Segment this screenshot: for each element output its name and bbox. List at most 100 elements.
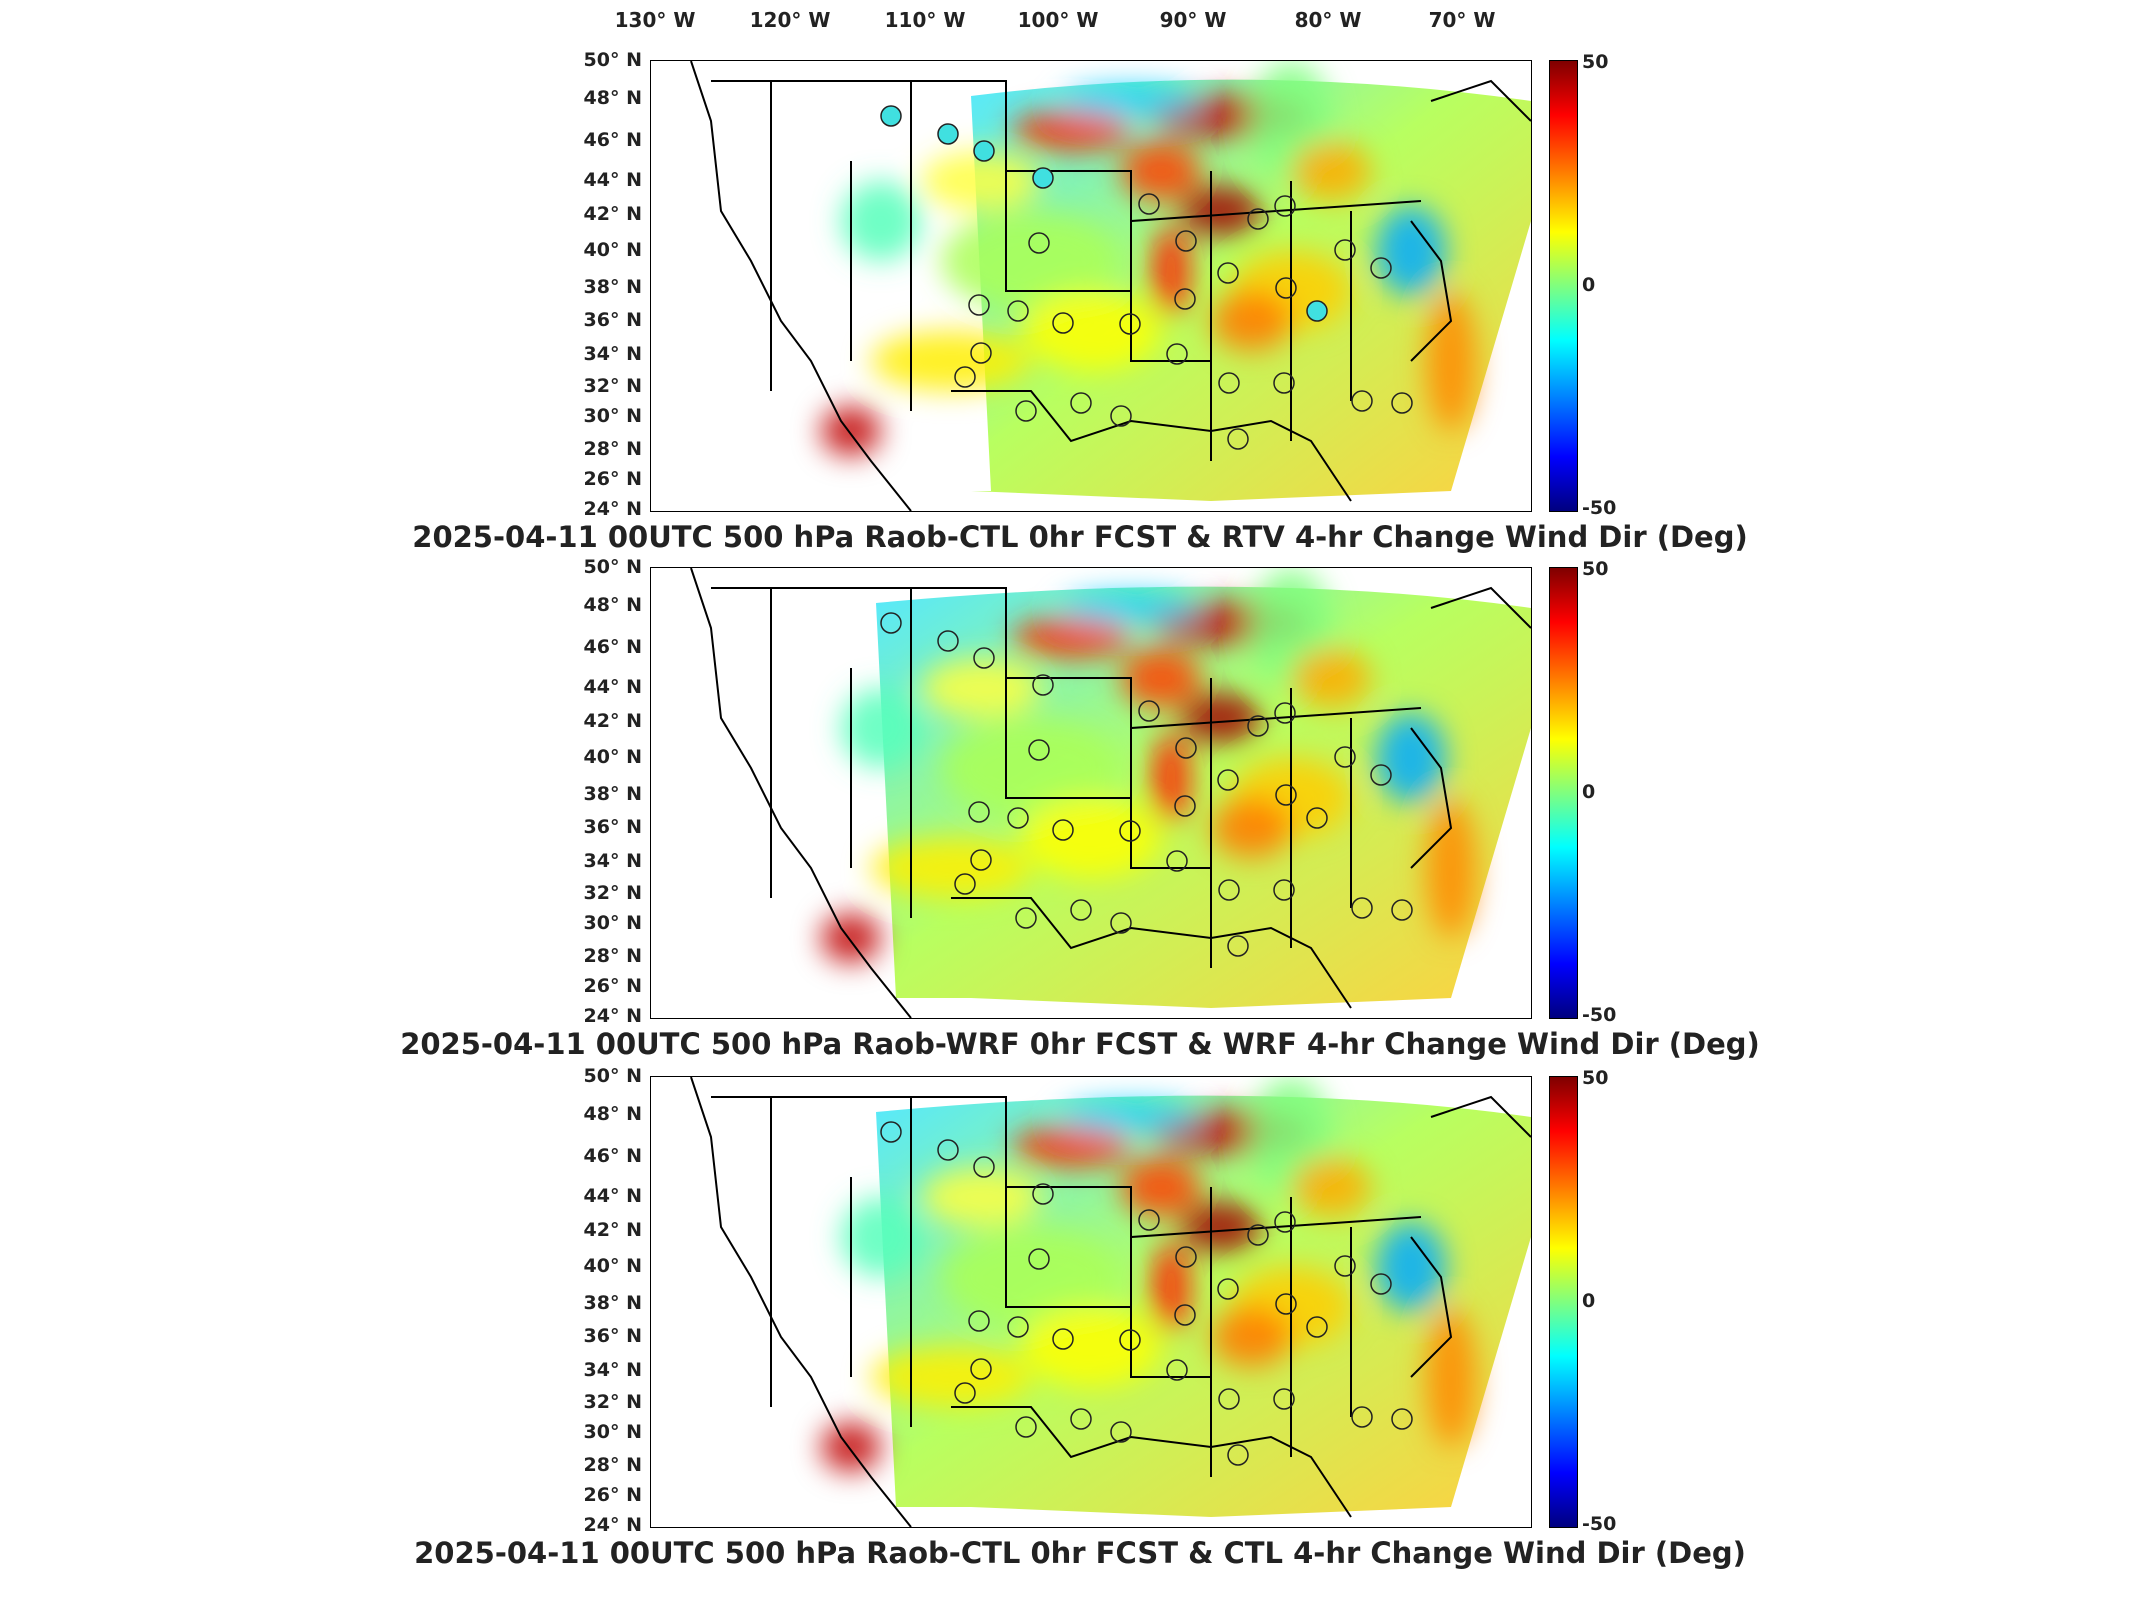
station-marker [973,140,995,162]
station-marker [1217,262,1239,284]
station-marker [970,849,992,871]
wind-direction-map [650,60,1532,512]
lat-label: 40° N [583,1255,642,1278]
station-marker [1273,879,1295,901]
station-marker [1247,715,1269,737]
station-marker [954,873,976,895]
station-marker [1334,1255,1356,1277]
colorbar [1549,567,1578,1019]
station-marker [1052,819,1074,841]
station-marker [1218,1388,1240,1410]
station-marker [954,366,976,388]
lat-label: 26° N [583,974,642,997]
colorbar [1549,60,1578,512]
lat-label: 44° N [583,1184,642,1207]
station-marker [1174,795,1196,817]
lat-label: 34° N [583,342,642,365]
lat-label: 40° N [583,239,642,262]
lon-label: 130° W [614,8,696,32]
station-marker [1070,1408,1092,1430]
station-marker [1175,230,1197,252]
station-marker [1391,1408,1413,1430]
station-marker [1119,1329,1141,1351]
lat-label: 50° N [583,1065,642,1087]
station-marker [1306,807,1328,829]
longitude-axis: 130° W 120° W 110° W 100° W 90° W 80° W … [0,0,2133,40]
panel-title: 2025-04-11 00UTC 500 hPa Raob-CTL 0hr FC… [412,520,1748,554]
station-marker [1166,850,1188,872]
station-marker [970,1358,992,1380]
station-marker [1007,1316,1029,1338]
lat-label: 28° N [583,1453,642,1476]
wind-direction-map [650,567,1532,1019]
colorbar [1549,1076,1578,1528]
panel-title: 2025-04-11 00UTC 500 hPa Raob-CTL 0hr FC… [414,1536,1746,1570]
station-marker [1138,1209,1160,1231]
lat-label: 44° N [583,168,642,191]
map-panel-1: 50° N 48° N 46° N 44° N 42° N 40° N 38° N 36° N… [0,49,2133,560]
station-marker [1032,674,1054,696]
lat-label: 38° N [583,276,642,299]
station-marker [1274,1211,1296,1233]
station-marker [1275,784,1297,806]
lat-label: 42° N [583,1218,642,1241]
lat-label: 30° N [583,1421,642,1444]
station-marker [1306,300,1328,322]
colorbar-max-label: 50 [1582,1067,1609,1089]
colorbar-min-label: -50 [1582,1513,1617,1535]
lat-label: 42° N [583,202,642,225]
station-marker [973,647,995,669]
lat-label: 48° N [583,594,642,617]
station-marker [1138,700,1160,722]
station-marker [880,612,902,634]
lat-label: 26° N [583,1483,642,1506]
station-marker [1274,702,1296,724]
station-marker [1119,313,1141,335]
station-marker [1028,232,1050,254]
station-marker [954,1382,976,1404]
station-marker [1273,1388,1295,1410]
lon-label: 70° W [1428,8,1496,32]
lat-label: 26° N [583,467,642,490]
station-marker [1227,1444,1249,1466]
lat-label: 48° N [583,87,642,110]
station-marker [1217,1278,1239,1300]
lat-label: 46° N [583,129,642,152]
station-marker [1247,208,1269,230]
station-marker [1028,739,1050,761]
station-marker [1175,1246,1197,1268]
lat-label: 28° N [583,437,642,460]
station-marker [1370,764,1392,786]
lat-label: 38° N [583,1292,642,1315]
lat-label: 50° N [583,556,642,578]
station-marker [937,1139,959,1161]
station-marker [1351,1406,1373,1428]
station-marker [1218,372,1240,394]
colorbar-max-label: 50 [1582,558,1609,580]
lat-label: 38° N [583,783,642,806]
station-marker [1110,1421,1132,1443]
station-marker [1174,1304,1196,1326]
station-marker [1028,1248,1050,1270]
station-marker [937,123,959,145]
colorbar-max-label: 50 [1582,51,1609,73]
station-marker [1351,897,1373,919]
station-marker [1015,400,1037,422]
station-marker [1391,899,1413,921]
station-marker [1275,277,1297,299]
lat-label: 48° N [583,1103,642,1126]
lat-label: 44° N [583,675,642,698]
wind-direction-map [650,1076,1532,1528]
station-marker [1334,746,1356,768]
station-marker [1119,820,1141,842]
map-panel-3: 50° N 48° N 46° N 44° N 42° N 40° N 38° N 36° N… [0,1065,2133,1576]
panel-title: 2025-04-11 00UTC 500 hPa Raob-WRF 0hr FC… [400,1027,1760,1061]
station-marker [1351,390,1373,412]
station-marker [1070,899,1092,921]
colorbar-mid-label: 0 [1582,781,1596,803]
colorbar-min-label: -50 [1582,497,1617,519]
lat-label: 30° N [583,405,642,428]
station-marker [1217,769,1239,791]
lat-label: 24° N [583,497,642,520]
station-marker [1052,312,1074,334]
